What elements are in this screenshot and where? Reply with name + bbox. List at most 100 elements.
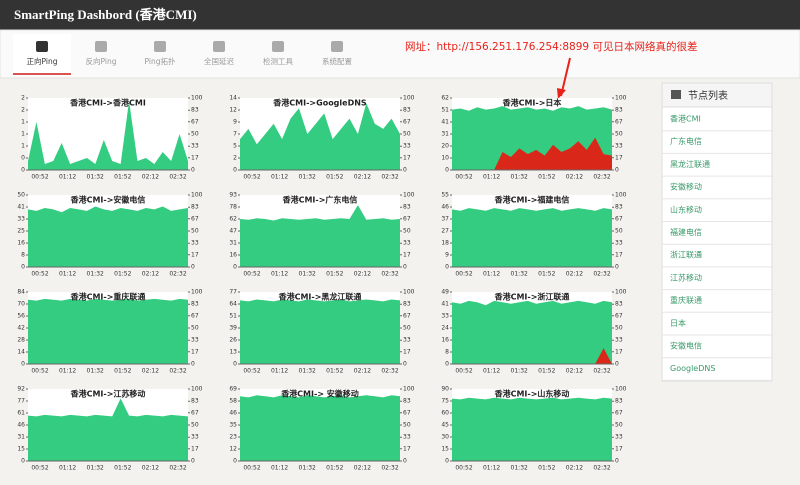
- node-item[interactable]: 浙江联通: [670, 250, 702, 260]
- y2-tick-label: 100: [403, 289, 415, 296]
- latency-area: [28, 206, 188, 267]
- y-tick-label: 51: [229, 313, 237, 320]
- tab-label[interactable]: 全国延迟: [204, 56, 234, 66]
- chart-title: 香港CMI->GoogleDNS: [272, 98, 367, 108]
- y2-tick-label: 17: [403, 251, 411, 258]
- y2-tick-label: 33: [191, 337, 199, 344]
- y2-tick-label: 0: [615, 167, 619, 174]
- y2-tick-label: 100: [191, 289, 203, 296]
- tab-label[interactable]: Ping拓扑: [145, 56, 176, 66]
- node-item[interactable]: 日本: [670, 318, 686, 328]
- x-tick-label: 01:52: [326, 174, 343, 181]
- y2-tick-label: 17: [403, 348, 411, 355]
- tab-label[interactable]: 系统配置: [322, 56, 352, 66]
- x-tick-label: 00:52: [31, 368, 48, 375]
- node-item[interactable]: 山东移动: [670, 204, 702, 214]
- y2-tick-label: 50: [191, 131, 199, 138]
- node-item[interactable]: 安徽电信: [670, 341, 702, 351]
- y-tick-label: 92: [17, 386, 25, 393]
- tab-icon: [331, 41, 343, 52]
- x-tick-label: 01:32: [299, 271, 316, 278]
- chart-title: 香港CMI->重庆联通: [70, 292, 146, 302]
- x-tick-label: 02:32: [381, 271, 398, 278]
- y-tick-label: 16: [441, 337, 449, 344]
- latency-area: [28, 398, 188, 461]
- y-tick-label: 28: [17, 337, 25, 344]
- x-tick-label: 01:12: [483, 368, 500, 375]
- y-tick-label: 9: [233, 119, 237, 126]
- x-tick-label: 02:32: [169, 368, 186, 375]
- x-tick-label: 01:52: [326, 271, 343, 278]
- x-tick-label: 02:32: [381, 368, 398, 375]
- y-tick-label: 30: [441, 434, 449, 441]
- y-tick-label: 93: [229, 192, 237, 199]
- y2-tick-label: 50: [191, 228, 199, 235]
- y2-tick-label: 83: [615, 398, 623, 405]
- y-tick-label: 7: [233, 131, 237, 138]
- node-item[interactable]: 江苏移动: [670, 272, 702, 282]
- x-tick-label: 00:52: [31, 271, 48, 278]
- y-tick-label: 33: [441, 312, 449, 319]
- node-item[interactable]: GoogleDNS: [670, 364, 715, 373]
- x-tick-label: 02:12: [566, 465, 583, 472]
- y-tick-label: 12: [229, 446, 237, 453]
- y2-tick-label: 83: [403, 301, 411, 308]
- x-tick-label: 01:32: [511, 465, 528, 472]
- latency-area: [28, 298, 188, 364]
- node-item[interactable]: 安徽移动: [670, 182, 702, 192]
- y2-tick-label: 0: [191, 361, 195, 368]
- y2-tick-label: 33: [615, 434, 623, 441]
- y2-tick-label: 83: [191, 398, 199, 405]
- y2-tick-label: 100: [615, 95, 627, 102]
- toolbar: [0, 29, 800, 79]
- tab-label[interactable]: 反向Ping: [86, 56, 117, 66]
- y2-tick-label: 100: [615, 386, 627, 393]
- x-tick-label: 00:52: [243, 174, 260, 181]
- chart-title: 香港CMI->香港CMI: [69, 98, 146, 108]
- y2-tick-label: 50: [191, 422, 199, 429]
- y-tick-label: 10: [441, 155, 449, 162]
- x-tick-label: 02:12: [354, 174, 371, 181]
- y2-tick-label: 83: [615, 301, 623, 308]
- node-item[interactable]: 广东电信: [670, 136, 702, 146]
- tab-icon: [36, 41, 48, 52]
- x-tick-label: 00:52: [243, 368, 260, 375]
- chart-title: 香港CMI->福建电信: [494, 195, 570, 205]
- y2-tick-label: 100: [403, 386, 415, 393]
- node-item[interactable]: 香港CMI: [670, 114, 701, 124]
- y2-tick-label: 17: [403, 445, 411, 452]
- y2-tick-label: 0: [403, 361, 407, 368]
- y2-tick-label: 33: [615, 240, 623, 247]
- x-tick-label: 01:12: [483, 465, 500, 472]
- y2-tick-label: 67: [615, 118, 623, 125]
- x-tick-label: 01:12: [483, 174, 500, 181]
- y-tick-label: 12: [229, 106, 237, 113]
- y-tick-label: 2: [233, 155, 237, 162]
- node-item[interactable]: 福建电信: [670, 227, 702, 237]
- y-tick-label: 8: [21, 252, 25, 259]
- y-tick-label: 47: [229, 228, 237, 235]
- loss-area: [452, 348, 612, 364]
- x-tick-label: 02:12: [142, 271, 159, 278]
- y2-tick-label: 17: [191, 251, 199, 258]
- node-item[interactable]: 黑龙江联通: [670, 159, 710, 169]
- x-tick-label: 00:52: [455, 368, 472, 375]
- y-tick-label: 16: [229, 252, 237, 259]
- y2-tick-label: 50: [615, 228, 623, 235]
- y-tick-label: 37: [441, 215, 449, 222]
- node-panel: [661, 82, 773, 382]
- x-tick-label: 02:12: [566, 271, 583, 278]
- x-tick-label: 02:32: [381, 174, 398, 181]
- chart-title: 香港CMI->江苏移动: [70, 389, 146, 399]
- tab-label[interactable]: 检测工具: [263, 56, 293, 66]
- y-tick-label: 0: [21, 361, 25, 368]
- tab-label[interactable]: 正向Ping: [27, 56, 58, 66]
- node-item[interactable]: 重庆联通: [670, 295, 702, 305]
- y2-tick-label: 67: [403, 118, 411, 125]
- y-tick-label: 78: [229, 204, 237, 211]
- x-tick-label: 01:12: [271, 174, 288, 181]
- y2-tick-label: 50: [403, 422, 411, 429]
- y2-tick-label: 67: [191, 312, 199, 319]
- x-tick-label: 01:12: [271, 368, 288, 375]
